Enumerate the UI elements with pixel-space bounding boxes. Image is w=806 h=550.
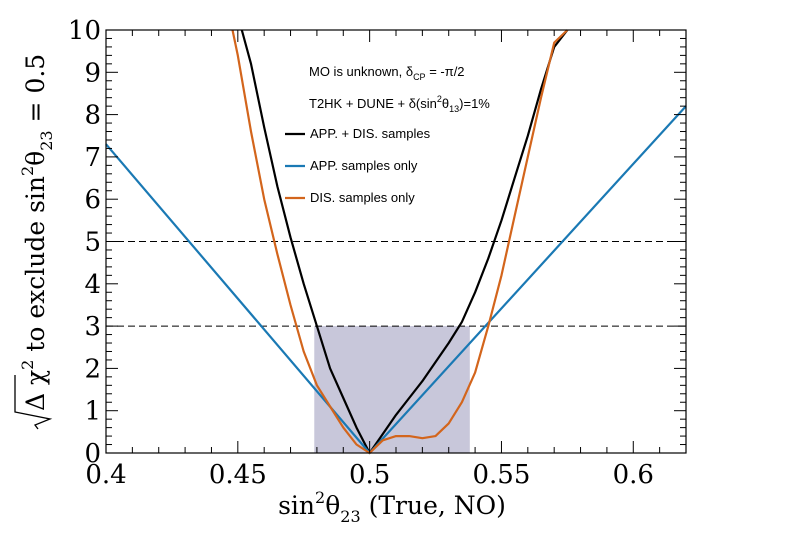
x-tick-label: 0.4 bbox=[85, 460, 126, 490]
x-label-sup: 2 bbox=[315, 488, 325, 507]
y-tick-label: 0 bbox=[84, 439, 101, 469]
series-line-3 bbox=[231, 29, 569, 455]
x-label-tail: (True, NO) bbox=[361, 491, 506, 520]
svg-text:Δ χ2 to exclude sin2θ23 = 0.5: Δ χ2 to exclude sin2θ23 = 0.5 bbox=[18, 54, 56, 411]
y-tick-label: 6 bbox=[84, 185, 101, 215]
annotation-mo-post: = -π/2 bbox=[426, 64, 465, 79]
annotation-exp-pre: T2HK + DUNE + δ(sin bbox=[309, 96, 437, 111]
legend-label-1: APP. + DIS. samples bbox=[310, 126, 431, 141]
legend-label-3: DIS. samples only bbox=[310, 190, 415, 205]
annotation-exp-post: )=1% bbox=[459, 96, 490, 111]
x-tick-label: 0.6 bbox=[613, 460, 654, 490]
annotation-exp-sub: 13 bbox=[449, 104, 459, 114]
x-tick-label: 0.45 bbox=[209, 460, 267, 490]
x-tick-label: 0.55 bbox=[473, 460, 531, 490]
y-tick-label: 10 bbox=[68, 16, 101, 46]
y-label-mid: to exclude sin bbox=[21, 176, 50, 360]
annotation-exp-sup: 2 bbox=[437, 94, 442, 104]
x-axis-label: sin2θ23 (True, NO) bbox=[278, 488, 506, 526]
y-tick-label: 4 bbox=[84, 270, 101, 300]
x-label-sub: 23 bbox=[340, 507, 360, 526]
y-label-sub: 23 bbox=[37, 130, 56, 150]
annotation-mo-pre: MO is unknown, δ bbox=[309, 64, 413, 79]
y-label-theta: θ bbox=[21, 151, 50, 166]
annotation-mo-sub: CP bbox=[413, 72, 426, 82]
y-tick-label: 7 bbox=[84, 143, 101, 173]
y-label-delta: Δ χ bbox=[21, 370, 50, 411]
annotation-mo: MO is unknown, δCP = -π/2 bbox=[309, 64, 465, 82]
x-label-main: sin bbox=[278, 491, 315, 520]
annotation-exp: T2HK + DUNE + δ(sin2θ13)=1% bbox=[309, 94, 490, 114]
y-label-sup: 2 bbox=[18, 360, 37, 370]
y-tick-label: 2 bbox=[84, 354, 101, 384]
y-tick-label: 5 bbox=[84, 228, 101, 258]
y-tick-label: 8 bbox=[84, 101, 101, 131]
legend-label-2: APP. samples only bbox=[310, 158, 418, 173]
plot-frame bbox=[105, 29, 687, 454]
y-tick-label: 1 bbox=[84, 397, 101, 427]
y-axis-label: Δ χ2 to exclude sin2θ23 = 0.5 bbox=[14, 54, 56, 430]
x-tick-label: 0.5 bbox=[349, 460, 390, 490]
x-label-theta: θ bbox=[325, 491, 340, 520]
y-label-tail: = 0.5 bbox=[21, 54, 50, 131]
legend: APP. + DIS. samples APP. samples only DIS.… bbox=[285, 126, 431, 205]
y-tick-label: 9 bbox=[84, 58, 101, 88]
annotation-exp-mid: θ bbox=[442, 96, 449, 111]
y-label-sup2: 2 bbox=[18, 166, 37, 176]
sqrt-sign-icon bbox=[14, 375, 53, 430]
y-tick-label: 3 bbox=[84, 312, 101, 342]
series-line-1 bbox=[240, 29, 569, 455]
